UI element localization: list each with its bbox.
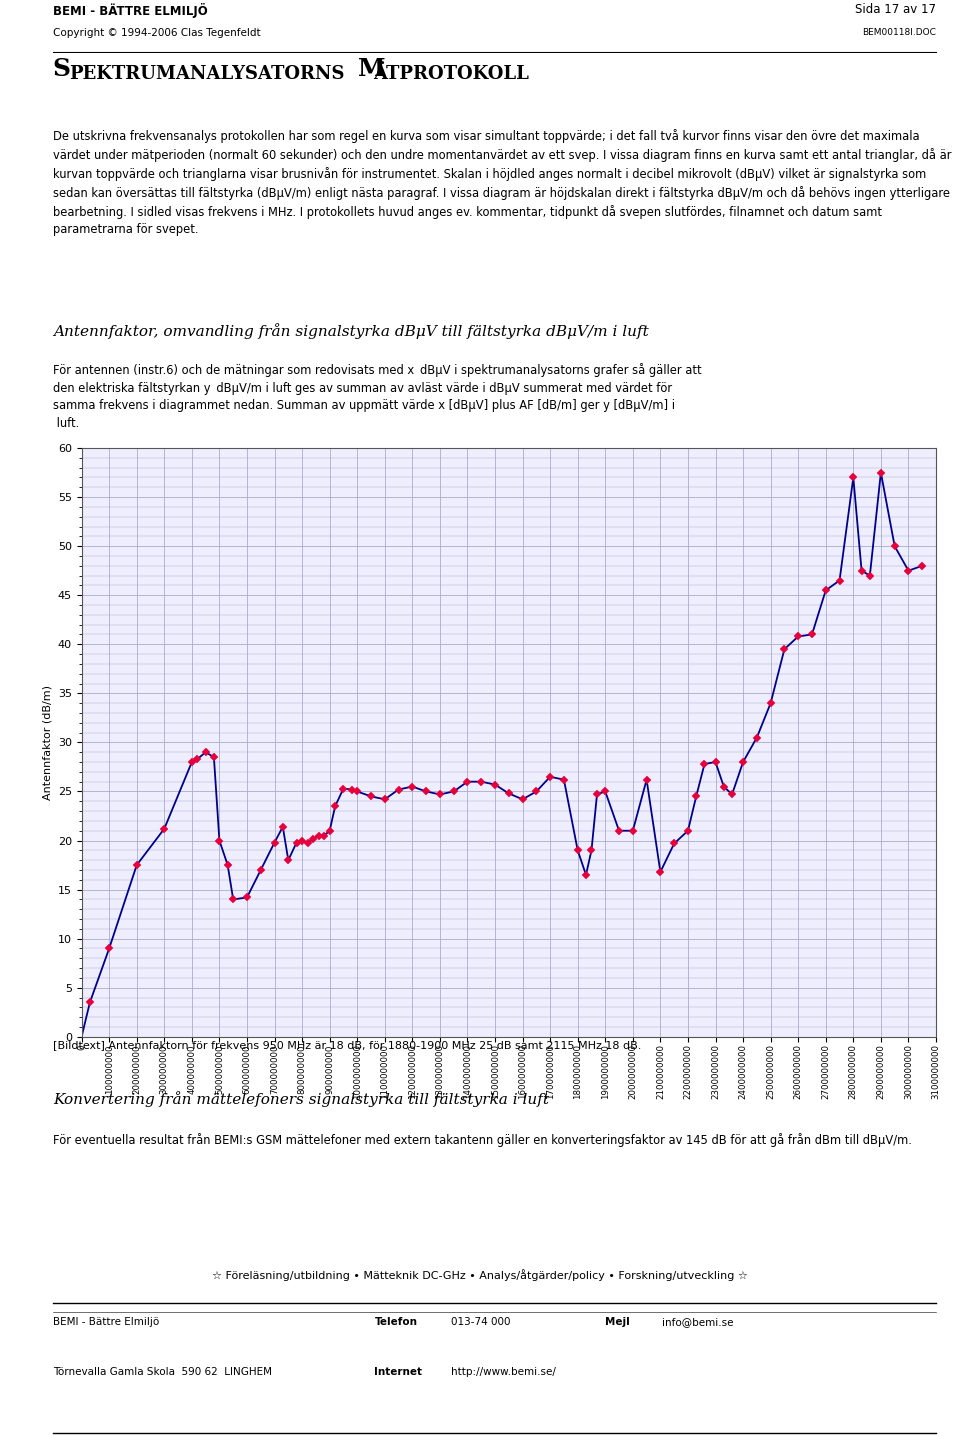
- Text: Törnevalla Gamla Skola  590 62  LINGHEM: Törnevalla Gamla Skola 590 62 LINGHEM: [53, 1367, 272, 1377]
- Text: ÄTPROTOKOLL: ÄTPROTOKOLL: [373, 65, 529, 83]
- Text: S: S: [53, 57, 71, 82]
- Text: För eventuella resultat från BEMI:s GSM mättelefoner med extern takantenn gäller: För eventuella resultat från BEMI:s GSM …: [53, 1133, 912, 1147]
- Text: Sida 17 av 17: Sida 17 av 17: [855, 3, 936, 16]
- Text: BEMI - Bättre Elmiljö: BEMI - Bättre Elmiljö: [53, 1317, 159, 1327]
- Text: De utskrivna frekvensanalys protokollen har som regel en kurva som visar simulta: De utskrivna frekvensanalys protokollen …: [53, 129, 951, 237]
- Text: BEM00118I.DOC: BEM00118I.DOC: [862, 27, 936, 37]
- Text: M: M: [357, 57, 385, 82]
- Text: 013-74 000: 013-74 000: [451, 1317, 511, 1327]
- Text: info@bemi.se: info@bemi.se: [662, 1317, 733, 1327]
- Text: Konvertering från mättelefoners signalstyrka till fältstyrka i luft: Konvertering från mättelefoners signalst…: [53, 1091, 549, 1107]
- Text: För antennen (instr.6) och de mätningar som redovisats med x  dBμV i spektrumana: För antennen (instr.6) och de mätningar …: [53, 363, 702, 429]
- Text: ☆ Föreläsning/utbildning • Mätteknik DC-GHz • Analys/åtgärder/policy • Forskning: ☆ Föreläsning/utbildning • Mätteknik DC-…: [212, 1269, 748, 1281]
- Text: [Bildtext] Antennfaktorn för frekvens 950 MHz är 18 dB, för 1880-1900 MHz 25 dB : [Bildtext] Antennfaktorn för frekvens 95…: [53, 1040, 641, 1050]
- Text: Internet: Internet: [374, 1367, 422, 1377]
- Text: http://www.bemi.se/: http://www.bemi.se/: [451, 1367, 556, 1377]
- Text: Mejl: Mejl: [605, 1317, 630, 1327]
- Text: BEMI - BÄTTRE ELMILJÖ: BEMI - BÄTTRE ELMILJÖ: [53, 3, 207, 17]
- Text: Antennfaktor, omvandling från signalstyrka dBμV till fältstyrka dBμV/m i luft: Antennfaktor, omvandling från signalstyr…: [53, 323, 649, 339]
- Text: PEKTRUMANALYSATORNS: PEKTRUMANALYSATORNS: [69, 65, 345, 83]
- Text: Copyright © 1994-2006 Clas Tegenfeldt: Copyright © 1994-2006 Clas Tegenfeldt: [53, 27, 260, 37]
- Y-axis label: Antennfaktor (dB/m): Antennfaktor (dB/m): [42, 685, 52, 800]
- Text: Telefon: Telefon: [374, 1317, 418, 1327]
